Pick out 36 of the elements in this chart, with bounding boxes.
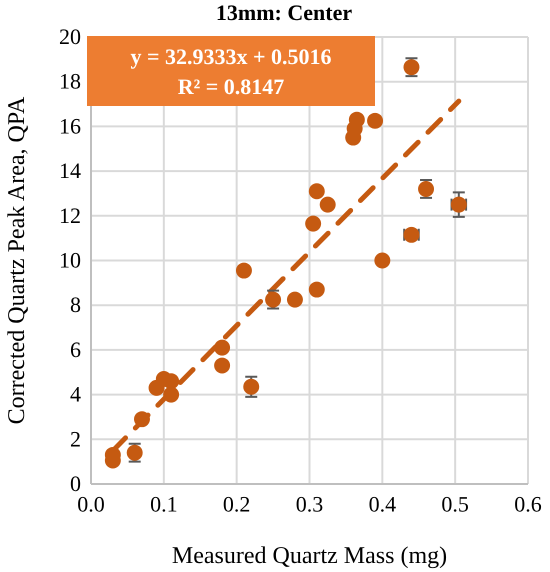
point [134, 411, 150, 428]
point [374, 252, 390, 268]
x-tick-label: 0.5 [441, 492, 469, 517]
point [320, 196, 336, 213]
point [308, 282, 325, 298]
y-tick-label: 10 [59, 248, 81, 273]
x-tick-label: 0.6 [514, 492, 542, 517]
annotation: y = 32.9333x + 0.5016 [130, 44, 332, 69]
y-tick-label: 4 [70, 382, 81, 407]
y-tick-label: 12 [59, 202, 81, 228]
y-tick-label: 2 [70, 426, 81, 452]
point [214, 340, 230, 356]
y-tick-label: 18 [59, 68, 81, 94]
point [286, 292, 303, 308]
x-tick-label: 0.1 [150, 492, 178, 517]
y-tick-label: 14 [59, 158, 81, 184]
y-tick-label: 20 [59, 24, 81, 50]
point [348, 112, 365, 128]
y-tick-label: 16 [59, 113, 81, 138]
x-tick-label: 0.3 [296, 492, 324, 517]
chart-title: 13mm: Center [216, 0, 352, 25]
point [305, 216, 322, 232]
y-tick-label: 8 [70, 292, 81, 318]
point [163, 373, 180, 390]
point [367, 112, 384, 129]
point [214, 358, 230, 374]
x-axis-title: Measured Quartz Mass (mg) [172, 543, 448, 569]
x-tick-label: 0.2 [222, 492, 250, 517]
point [236, 262, 252, 279]
point [243, 378, 260, 395]
point [308, 183, 325, 200]
point [163, 386, 180, 403]
y-tick-label: 6 [70, 336, 81, 362]
y-axis-title: Corrected Quartz Peak Area, QPA [4, 96, 30, 424]
x-tick-label: 0.4 [368, 492, 396, 517]
annotation: R² = 0.8147 [178, 74, 284, 99]
